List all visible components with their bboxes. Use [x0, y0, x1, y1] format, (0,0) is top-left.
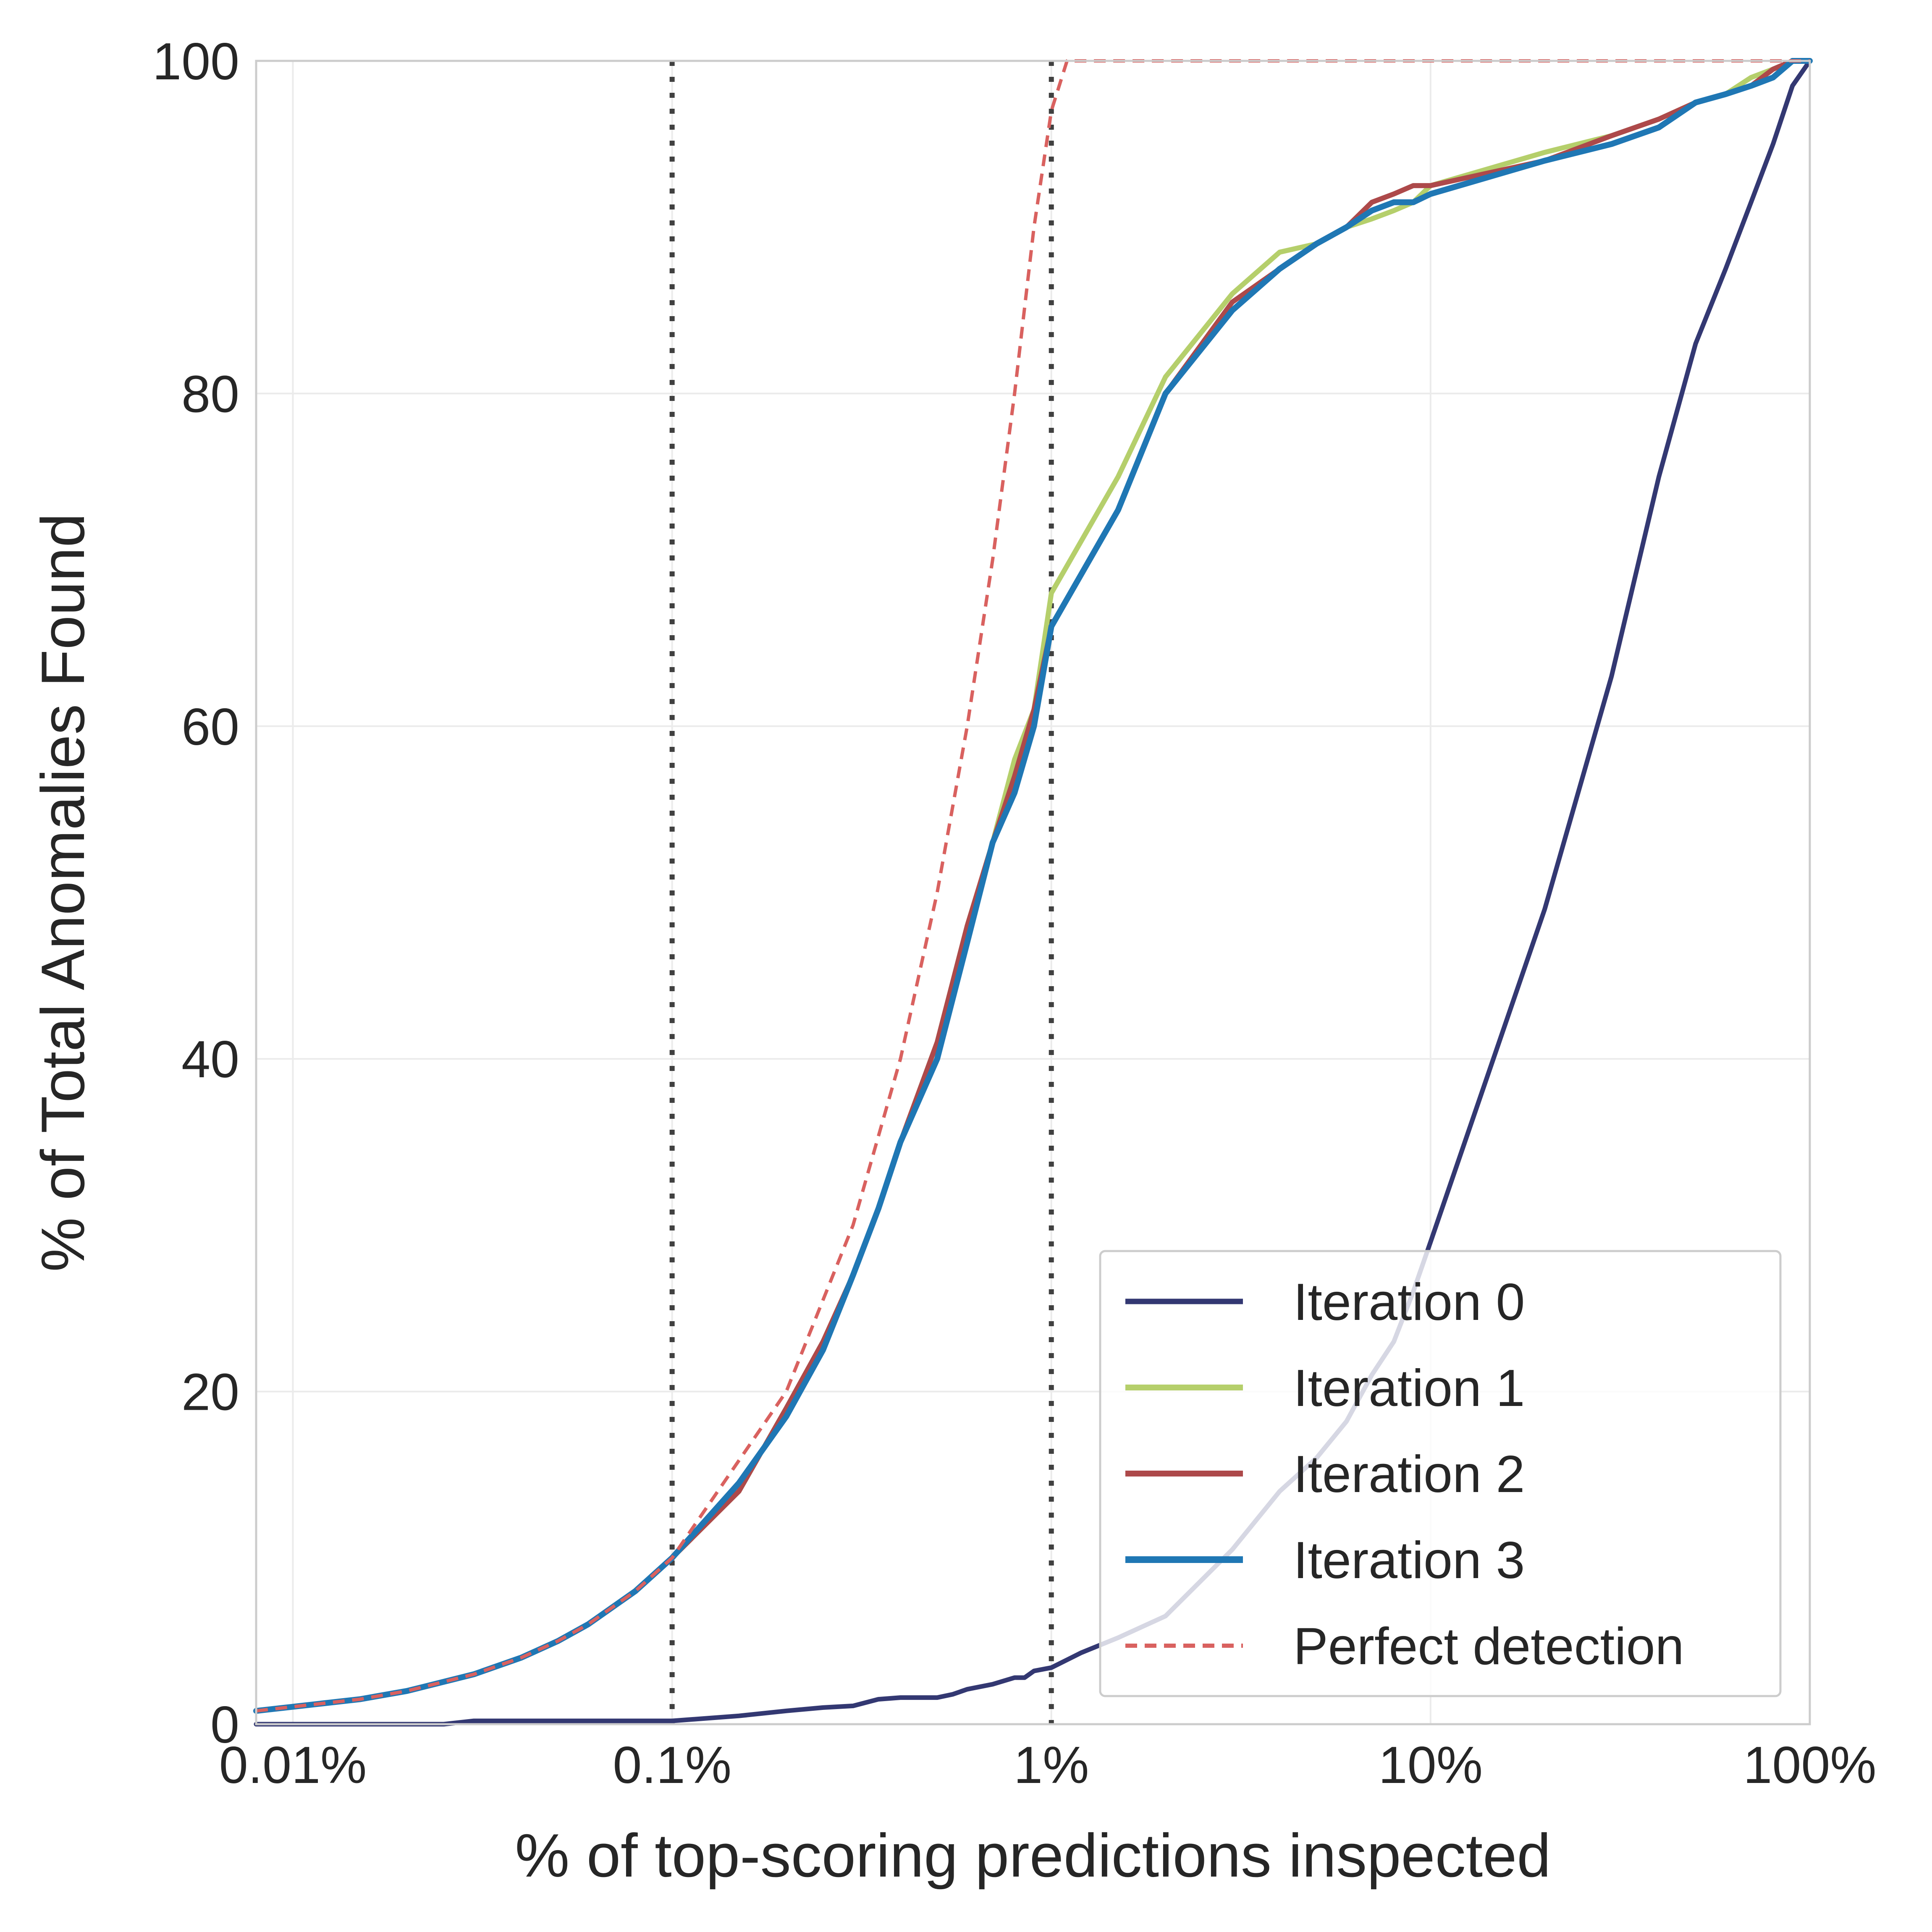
legend-label: Iteration 0 [1293, 1273, 1525, 1331]
reference-lines [669, 61, 1054, 1724]
y-axis-label: % of Total Anomalies Found [29, 513, 97, 1272]
plot-frame [255, 60, 1811, 1725]
x-axis-ticks: 0.01% 0.1% 1% 10% 100% [219, 1736, 1877, 1794]
y-tick-label: 40 [181, 1031, 239, 1089]
y-axis-ticks: 0 20 40 60 80 100 [152, 33, 239, 1754]
series-line-perfect-detection [256, 59, 1810, 1713]
x-tick-label: 0.01% [219, 1736, 367, 1794]
x-axis-label: % of top-scoring predictions inspected [515, 1821, 1551, 1890]
legend-label: Iteration 2 [1293, 1445, 1525, 1503]
legend-label: Perfect detection [1293, 1618, 1684, 1675]
legend-items: Iteration 0 Iteration 1 Iteration 2 Iterati… [1125, 1273, 1684, 1675]
x-tick-label: 10% [1379, 1736, 1483, 1794]
y-tick-label: 20 [181, 1364, 239, 1422]
legend-label: Iteration 1 [1293, 1359, 1525, 1417]
y-tick-label: 0 [210, 1696, 239, 1754]
x-tick-label: 100% [1743, 1736, 1876, 1794]
legend: Iteration 0 Iteration 1 Iteration 2 Iterati… [1099, 1250, 1782, 1697]
legend-label: Iteration 3 [1293, 1531, 1525, 1589]
y-tick-label: 60 [181, 698, 239, 756]
legend-box [1099, 1250, 1782, 1697]
y-tick-label: 80 [181, 365, 239, 423]
series-lines [253, 58, 1813, 1727]
y-tick-label: 100 [152, 33, 239, 91]
series-line-iteration-0 [254, 58, 1812, 1727]
x-tick-label: 0.1% [613, 1736, 731, 1794]
x-tick-label: 1% [1014, 1736, 1089, 1794]
